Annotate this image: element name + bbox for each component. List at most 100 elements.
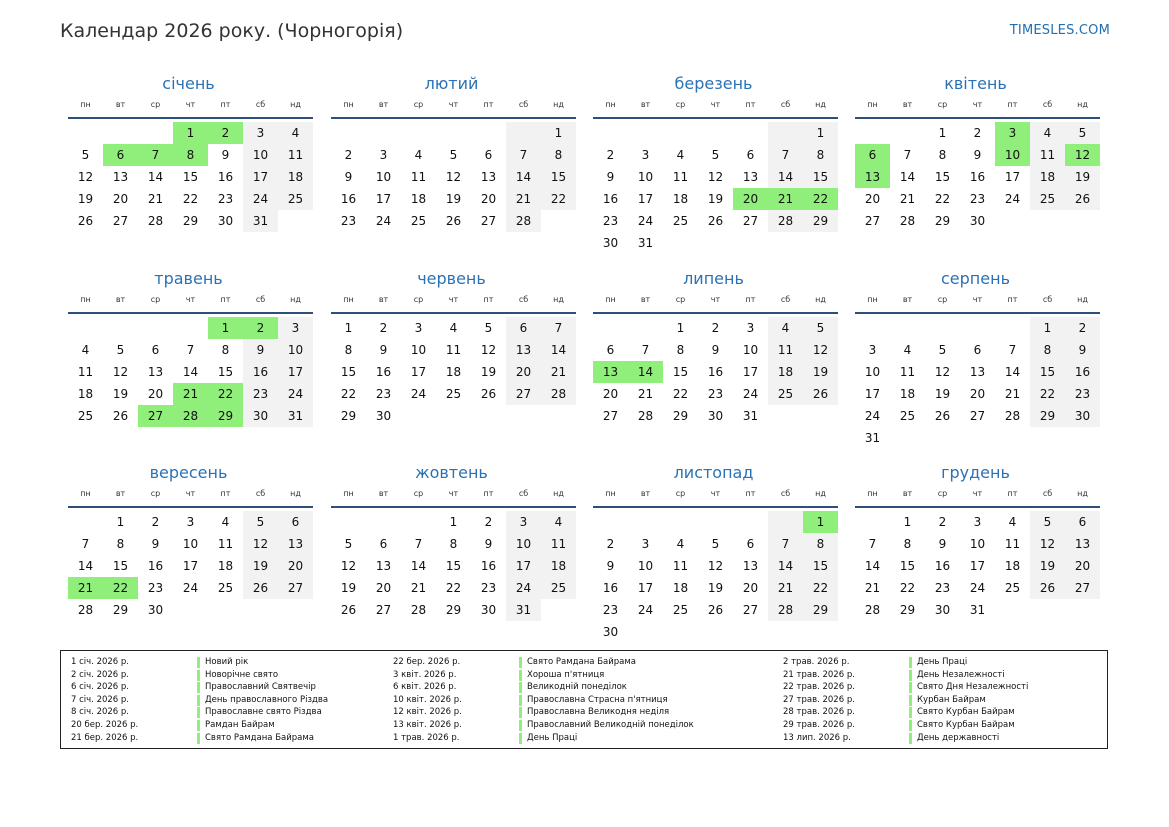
day-cell[interactable]: 15: [541, 166, 576, 188]
day-cell[interactable]: 10: [864, 365, 881, 379]
holiday-day-cell[interactable]: 1: [803, 511, 838, 533]
day-cell[interactable]: 19: [1065, 166, 1100, 188]
day-cell[interactable]: 5: [81, 148, 90, 162]
day-cell[interactable]: 27: [1065, 577, 1100, 599]
day-cell[interactable]: 6: [973, 343, 982, 357]
day-cell[interactable]: 11: [217, 537, 234, 551]
day-cell[interactable]: 8: [344, 343, 353, 357]
day-cell[interactable]: 18: [1030, 166, 1065, 188]
day-cell[interactable]: 20: [506, 361, 541, 383]
day-cell[interactable]: 26: [340, 603, 357, 617]
day-cell[interactable]: 20: [602, 387, 619, 401]
day-cell[interactable]: 16: [217, 170, 234, 184]
day-cell[interactable]: 12: [243, 533, 278, 555]
day-cell[interactable]: 5: [1030, 511, 1065, 533]
day-cell[interactable]: 19: [707, 581, 724, 595]
day-cell[interactable]: 18: [672, 581, 689, 595]
day-cell[interactable]: 14: [768, 166, 803, 188]
day-cell[interactable]: 9: [221, 148, 230, 162]
day-cell[interactable]: 7: [506, 144, 541, 166]
day-cell[interactable]: 18: [1004, 559, 1021, 573]
day-cell[interactable]: 28: [541, 383, 576, 405]
day-cell[interactable]: 31: [637, 236, 654, 250]
day-cell[interactable]: 25: [410, 214, 427, 228]
day-cell[interactable]: 14: [182, 365, 199, 379]
holiday-day-cell[interactable]: 1: [208, 317, 243, 339]
holiday-day-cell[interactable]: 6: [855, 144, 890, 166]
day-cell[interactable]: 24: [742, 387, 759, 401]
day-cell[interactable]: 15: [803, 555, 838, 577]
day-cell[interactable]: 7: [768, 144, 803, 166]
day-cell[interactable]: 11: [278, 144, 313, 166]
day-cell[interactable]: 4: [676, 537, 685, 551]
day-cell[interactable]: 8: [449, 537, 458, 551]
day-cell[interactable]: 20: [375, 581, 392, 595]
day-cell[interactable]: 29: [1030, 405, 1065, 427]
day-cell[interactable]: 23: [969, 192, 986, 206]
day-cell[interactable]: 13: [480, 170, 497, 184]
day-cell[interactable]: 13: [278, 533, 313, 555]
day-cell[interactable]: 20: [112, 192, 129, 206]
day-cell[interactable]: 5: [938, 343, 947, 357]
day-cell[interactable]: 1: [1030, 317, 1065, 339]
day-cell[interactable]: 21: [1004, 387, 1021, 401]
day-cell[interactable]: 13: [506, 339, 541, 361]
day-cell[interactable]: 29: [899, 603, 916, 617]
day-cell[interactable]: 10: [969, 537, 986, 551]
day-cell[interactable]: 4: [768, 317, 803, 339]
day-cell[interactable]: 23: [1065, 383, 1100, 405]
day-cell[interactable]: 24: [375, 214, 392, 228]
day-cell[interactable]: 12: [340, 559, 357, 573]
day-cell[interactable]: 29: [340, 409, 357, 423]
day-cell[interactable]: 10: [637, 170, 654, 184]
holiday-day-cell[interactable]: 3: [995, 122, 1030, 144]
holiday-day-cell[interactable]: 1: [173, 122, 208, 144]
day-cell[interactable]: 7: [1008, 343, 1017, 357]
day-cell[interactable]: 17: [182, 559, 199, 573]
day-cell[interactable]: 17: [243, 166, 278, 188]
day-cell[interactable]: 11: [672, 559, 689, 573]
day-cell[interactable]: 8: [116, 537, 125, 551]
day-cell[interactable]: 25: [217, 581, 234, 595]
day-cell[interactable]: 25: [278, 188, 313, 210]
day-cell[interactable]: 25: [768, 383, 803, 405]
day-cell[interactable]: 12: [934, 365, 951, 379]
day-cell[interactable]: 19: [480, 365, 497, 379]
day-cell[interactable]: 16: [375, 365, 392, 379]
holiday-day-cell[interactable]: 8: [173, 144, 208, 166]
day-cell[interactable]: 15: [340, 365, 357, 379]
day-cell[interactable]: 15: [182, 170, 199, 184]
day-cell[interactable]: 10: [278, 339, 313, 361]
day-cell[interactable]: 9: [606, 170, 615, 184]
day-cell[interactable]: 14: [864, 559, 881, 573]
holiday-day-cell[interactable]: 13: [855, 166, 890, 188]
day-cell[interactable]: 27: [506, 383, 541, 405]
day-cell[interactable]: 29: [445, 603, 462, 617]
holiday-day-cell[interactable]: 22: [208, 383, 243, 405]
day-cell[interactable]: 20: [969, 387, 986, 401]
day-cell[interactable]: 23: [707, 387, 724, 401]
day-cell[interactable]: 20: [742, 581, 759, 595]
day-cell[interactable]: 11: [768, 339, 803, 361]
day-cell[interactable]: 31: [864, 431, 881, 445]
day-cell[interactable]: 26: [934, 409, 951, 423]
day-cell[interactable]: 11: [899, 365, 916, 379]
day-cell[interactable]: 9: [606, 559, 615, 573]
day-cell[interactable]: 4: [676, 148, 685, 162]
day-cell[interactable]: 24: [410, 387, 427, 401]
day-cell[interactable]: 27: [480, 214, 497, 228]
holiday-day-cell[interactable]: 28: [173, 405, 208, 427]
day-cell[interactable]: 2: [1065, 317, 1100, 339]
day-cell[interactable]: 2: [151, 515, 160, 529]
day-cell[interactable]: 21: [899, 192, 916, 206]
day-cell[interactable]: 6: [151, 343, 160, 357]
day-cell[interactable]: 17: [506, 555, 541, 577]
day-cell[interactable]: 14: [77, 559, 94, 573]
day-cell[interactable]: 26: [803, 383, 838, 405]
day-cell[interactable]: 19: [112, 387, 129, 401]
day-cell[interactable]: 22: [934, 192, 951, 206]
day-cell[interactable]: 20: [1065, 555, 1100, 577]
day-cell[interactable]: 13: [1065, 533, 1100, 555]
day-cell[interactable]: 19: [243, 555, 278, 577]
day-cell[interactable]: 16: [340, 192, 357, 206]
